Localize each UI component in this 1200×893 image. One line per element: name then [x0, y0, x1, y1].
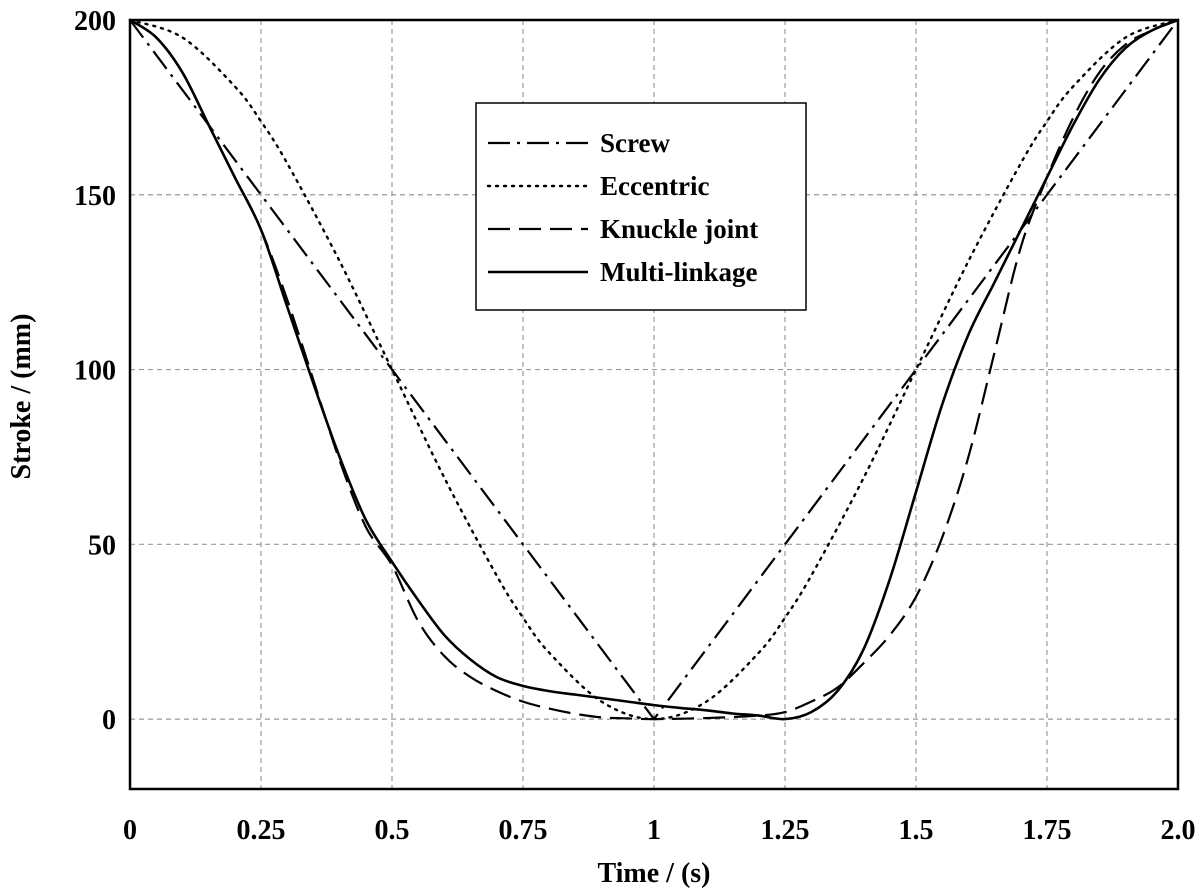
y-tick-labels: 0 50 100 150 200: [74, 6, 116, 736]
x-tick-label: 0.75: [499, 815, 548, 846]
plot-frame: [128, 18, 1180, 791]
x-tick-label: 1: [647, 815, 661, 846]
x-tick-label: 0.25: [237, 815, 286, 846]
x-tick-label: 1.5: [899, 815, 934, 846]
series-lines: [128, 18, 1180, 721]
y-tick-label: 200: [74, 6, 116, 37]
series-line-knuckle-joint: [129, 18, 1179, 721]
legend-label: Screw: [600, 128, 670, 158]
y-tick-label: 50: [88, 530, 116, 561]
x-tick-label: 1.25: [761, 815, 810, 846]
y-axis-title: Stroke / (mm): [6, 314, 37, 480]
legend-label: Eccentric: [600, 171, 709, 201]
x-tick-labels: 0 0.25 0.5 0.75 1 1.25 1.5 1.75 2.0: [123, 815, 1196, 846]
x-tick-label: 0.5: [375, 815, 410, 846]
y-tick-label: 150: [74, 181, 116, 212]
y-tick-label: 100: [74, 356, 116, 387]
x-axis-title: Time / (s): [597, 858, 710, 889]
x-tick-label: 2.0: [1161, 815, 1196, 846]
x-tick-label: 0: [123, 815, 137, 846]
legend: Screw Eccentric Knuckle joint Multi-linkage: [475, 102, 807, 311]
series-line-multi-linkage: [129, 18, 1179, 721]
legend-box: [475, 102, 807, 311]
x-tick-label: 1.75: [1023, 815, 1072, 846]
legend-label: Multi-linkage: [600, 257, 758, 287]
y-tick-label: 0: [102, 705, 116, 736]
legend-label: Knuckle joint: [600, 214, 758, 244]
